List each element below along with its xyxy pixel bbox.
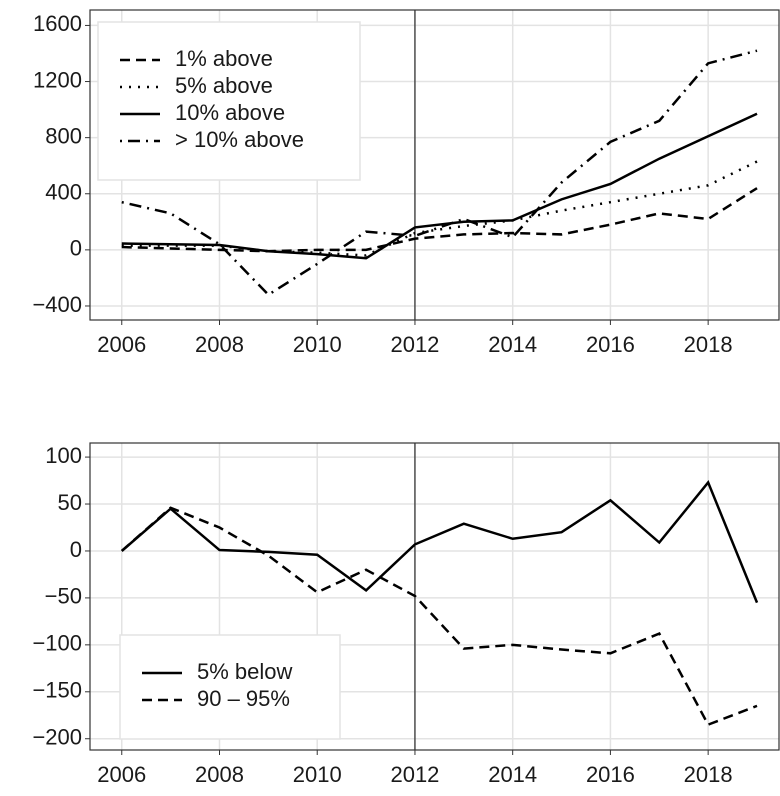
series-line xyxy=(120,480,759,604)
panel-border xyxy=(89,442,780,751)
y-tick-label: 1600 xyxy=(33,11,82,36)
x-tick-label: 2010 xyxy=(293,332,342,357)
y-tick-label: 400 xyxy=(45,180,82,205)
x-tick-label: 2018 xyxy=(684,332,733,357)
legend-label: 90 – 95% xyxy=(197,686,290,711)
y-tick-label: 0 xyxy=(70,537,82,562)
y-tick-label: 50 xyxy=(58,490,82,515)
series-line xyxy=(121,187,758,253)
series-line xyxy=(121,112,758,260)
y-tick-label: −50 xyxy=(45,584,82,609)
x-tick-label: 2016 xyxy=(586,332,635,357)
y-tick-label: −150 xyxy=(32,678,82,703)
legend-label: > 10% above xyxy=(175,127,304,152)
legend-label: 10% above xyxy=(175,100,285,125)
x-tick-label: 2016 xyxy=(586,762,635,787)
y-tick-label: −400 xyxy=(32,292,82,317)
x-tick-label: 2012 xyxy=(390,332,439,357)
x-tick-label: 2008 xyxy=(195,762,244,787)
y-tick-label: −100 xyxy=(32,631,82,656)
panel-border xyxy=(89,9,780,321)
legend-label: 5% below xyxy=(197,659,293,684)
x-tick-label: 2008 xyxy=(195,332,244,357)
y-tick-label: 0 xyxy=(70,236,82,261)
series-line xyxy=(121,49,758,297)
y-tick-label: 100 xyxy=(45,443,82,468)
legend-label: 1% above xyxy=(175,46,273,71)
y-tick-label: 800 xyxy=(45,123,82,148)
x-tick-label: 2006 xyxy=(97,762,146,787)
x-tick-label: 2006 xyxy=(97,332,146,357)
x-tick-label: 2010 xyxy=(293,762,342,787)
legend-label: 5% above xyxy=(175,73,273,98)
x-tick-label: 2012 xyxy=(390,762,439,787)
x-tick-label: 2014 xyxy=(488,332,537,357)
x-tick-label: 2014 xyxy=(488,762,537,787)
y-tick-label: 1200 xyxy=(33,67,82,92)
legend-box xyxy=(97,21,361,181)
x-tick-label: 2018 xyxy=(684,762,733,787)
y-tick-label: −200 xyxy=(32,725,82,750)
legend-box xyxy=(119,634,341,740)
